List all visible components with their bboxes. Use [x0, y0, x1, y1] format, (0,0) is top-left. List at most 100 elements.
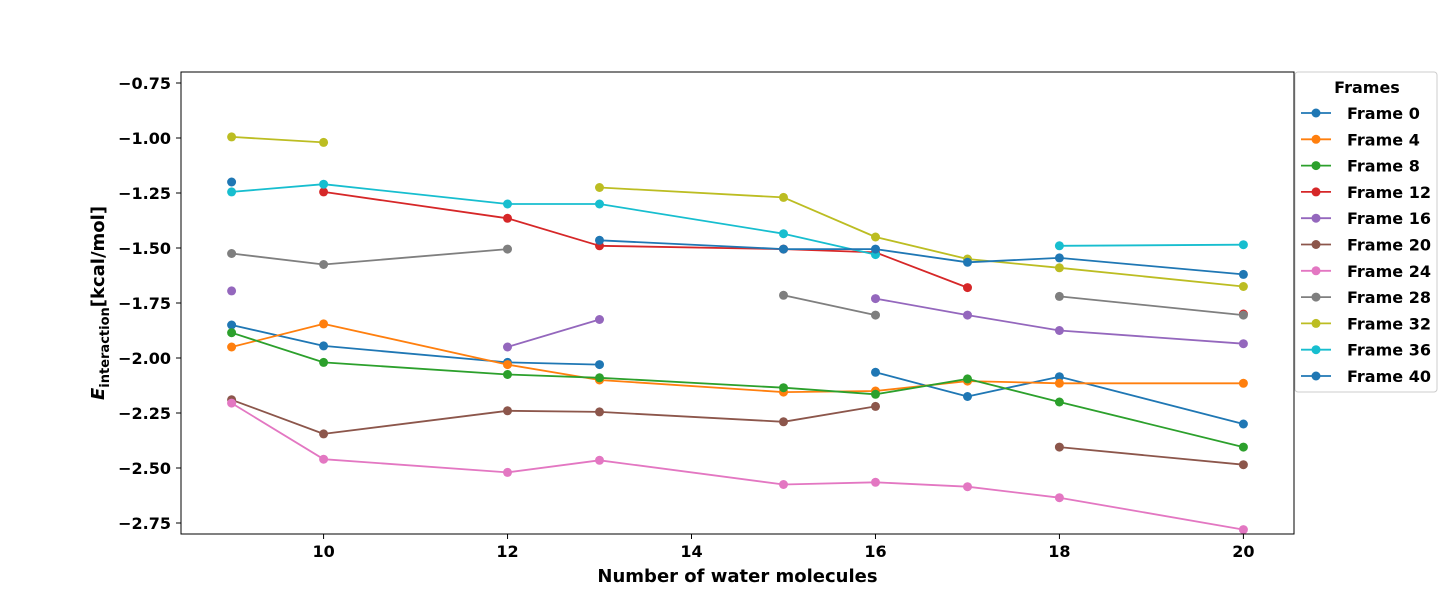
data-point: [595, 199, 604, 209]
legend-swatch-marker: [1311, 108, 1321, 118]
data-point: [1238, 339, 1248, 349]
y-tick-label: −1.50: [118, 239, 171, 258]
y-tick-label: −2.00: [118, 349, 171, 368]
data-point: [319, 341, 329, 351]
x-tick-label: 16: [864, 542, 886, 561]
legend-swatch-marker: [1311, 345, 1321, 355]
y-tick-label: −1.00: [118, 129, 171, 148]
series-line: [875, 297, 1244, 345]
data-point: [227, 286, 237, 296]
legend-label: Frame 28: [1347, 288, 1431, 307]
y-tick-label: −0.75: [118, 74, 171, 93]
legend-swatch-marker: [1311, 318, 1321, 328]
legend-item: Frame 24: [1301, 262, 1431, 281]
data-point: [779, 244, 788, 254]
y-tick-label: −2.50: [118, 459, 171, 478]
legend-item: Frame 36: [1301, 341, 1431, 360]
legend-item: Frame 40: [1301, 367, 1431, 386]
series-frame-8: [227, 328, 1248, 452]
data-point: [1054, 397, 1064, 407]
series-line: [323, 191, 968, 289]
data-point: [319, 179, 329, 189]
data-point: [779, 290, 788, 300]
series-frame-20: [227, 395, 1248, 470]
data-point: [871, 367, 880, 377]
data-point: [871, 310, 880, 320]
legend-item: Frame 0: [1301, 104, 1420, 123]
series-line: [231, 183, 876, 256]
data-point: [227, 132, 237, 142]
series-line: [875, 371, 1244, 425]
data-point: [319, 357, 329, 367]
legend-label: Frame 20: [1347, 236, 1431, 255]
data-point: [1238, 240, 1248, 250]
legend-label: Frame 40: [1347, 367, 1431, 386]
data-point: [1238, 269, 1248, 279]
data-point: [1054, 378, 1064, 388]
series-frame-40: [227, 177, 1248, 279]
data-point: [779, 229, 788, 239]
y-axis-label: Einteraction[kcal/mol]: [88, 206, 113, 400]
legend-label: Frame 32: [1347, 314, 1431, 333]
data-point: [963, 283, 972, 293]
data-point: [503, 370, 512, 379]
legend-item: Frame 4: [1301, 130, 1420, 149]
x-tick-label: 14: [680, 542, 702, 561]
legend-box: [1294, 71, 1438, 393]
x-axis-label: Number of water molecules: [597, 566, 877, 587]
data-point: [963, 392, 972, 401]
data-point: [1054, 241, 1064, 251]
series-line: [599, 186, 1244, 288]
data-point: [503, 342, 512, 352]
legend-swatch-marker: [1311, 266, 1321, 276]
data-point: [1238, 442, 1248, 452]
data-point: [595, 235, 604, 245]
series-line: [231, 322, 1244, 394]
series-frame-24: [227, 398, 1248, 535]
data-point: [1054, 493, 1064, 503]
data-point: [227, 320, 237, 330]
data-point: [1054, 291, 1064, 301]
data-point: [227, 342, 237, 352]
legend-swatch-marker: [1311, 240, 1321, 249]
y-tick-label: −2.25: [118, 404, 171, 423]
legend-item: Frame 20: [1301, 236, 1431, 255]
data-point: [503, 406, 512, 416]
legend-swatch-marker: [1311, 213, 1321, 223]
y-axis-label-main: E: [88, 387, 109, 400]
series-frame-0: [227, 320, 1248, 429]
data-point: [595, 455, 604, 465]
legend-swatch-marker: [1311, 187, 1321, 197]
legend-swatch-marker: [1311, 371, 1321, 381]
y-tick-label: −2.75: [118, 514, 171, 533]
legend-label: Frame 16: [1347, 209, 1431, 228]
data-point: [1238, 460, 1248, 470]
data-point: [319, 260, 329, 269]
data-point: [319, 187, 329, 197]
legend-items: Frame 0 Frame 4 Frame 8 Frame 12 Frame 16 Fra…: [1301, 104, 1431, 386]
data-point: [1054, 442, 1064, 452]
data-point: [1238, 282, 1248, 291]
data-point: [779, 192, 788, 202]
data-point: [871, 232, 880, 242]
x-axis: 10 12 14 16 18 20: [312, 534, 1255, 561]
series-line: [231, 248, 508, 266]
data-point: [779, 480, 788, 489]
data-point: [503, 244, 512, 254]
data-point: [871, 244, 880, 254]
series-line: [1059, 295, 1244, 316]
data-point: [503, 360, 512, 370]
data-point: [871, 389, 880, 399]
data-point: [319, 319, 329, 329]
series-frame-16: [227, 286, 1248, 352]
series-line: [507, 318, 600, 348]
series-layer: [227, 132, 1248, 535]
series-line: [783, 294, 876, 316]
series-line: [231, 398, 876, 435]
data-point: [779, 383, 788, 393]
data-point: [227, 398, 237, 408]
data-point: [227, 177, 237, 187]
series-frame-36: [227, 179, 1248, 260]
data-point: [595, 360, 604, 370]
